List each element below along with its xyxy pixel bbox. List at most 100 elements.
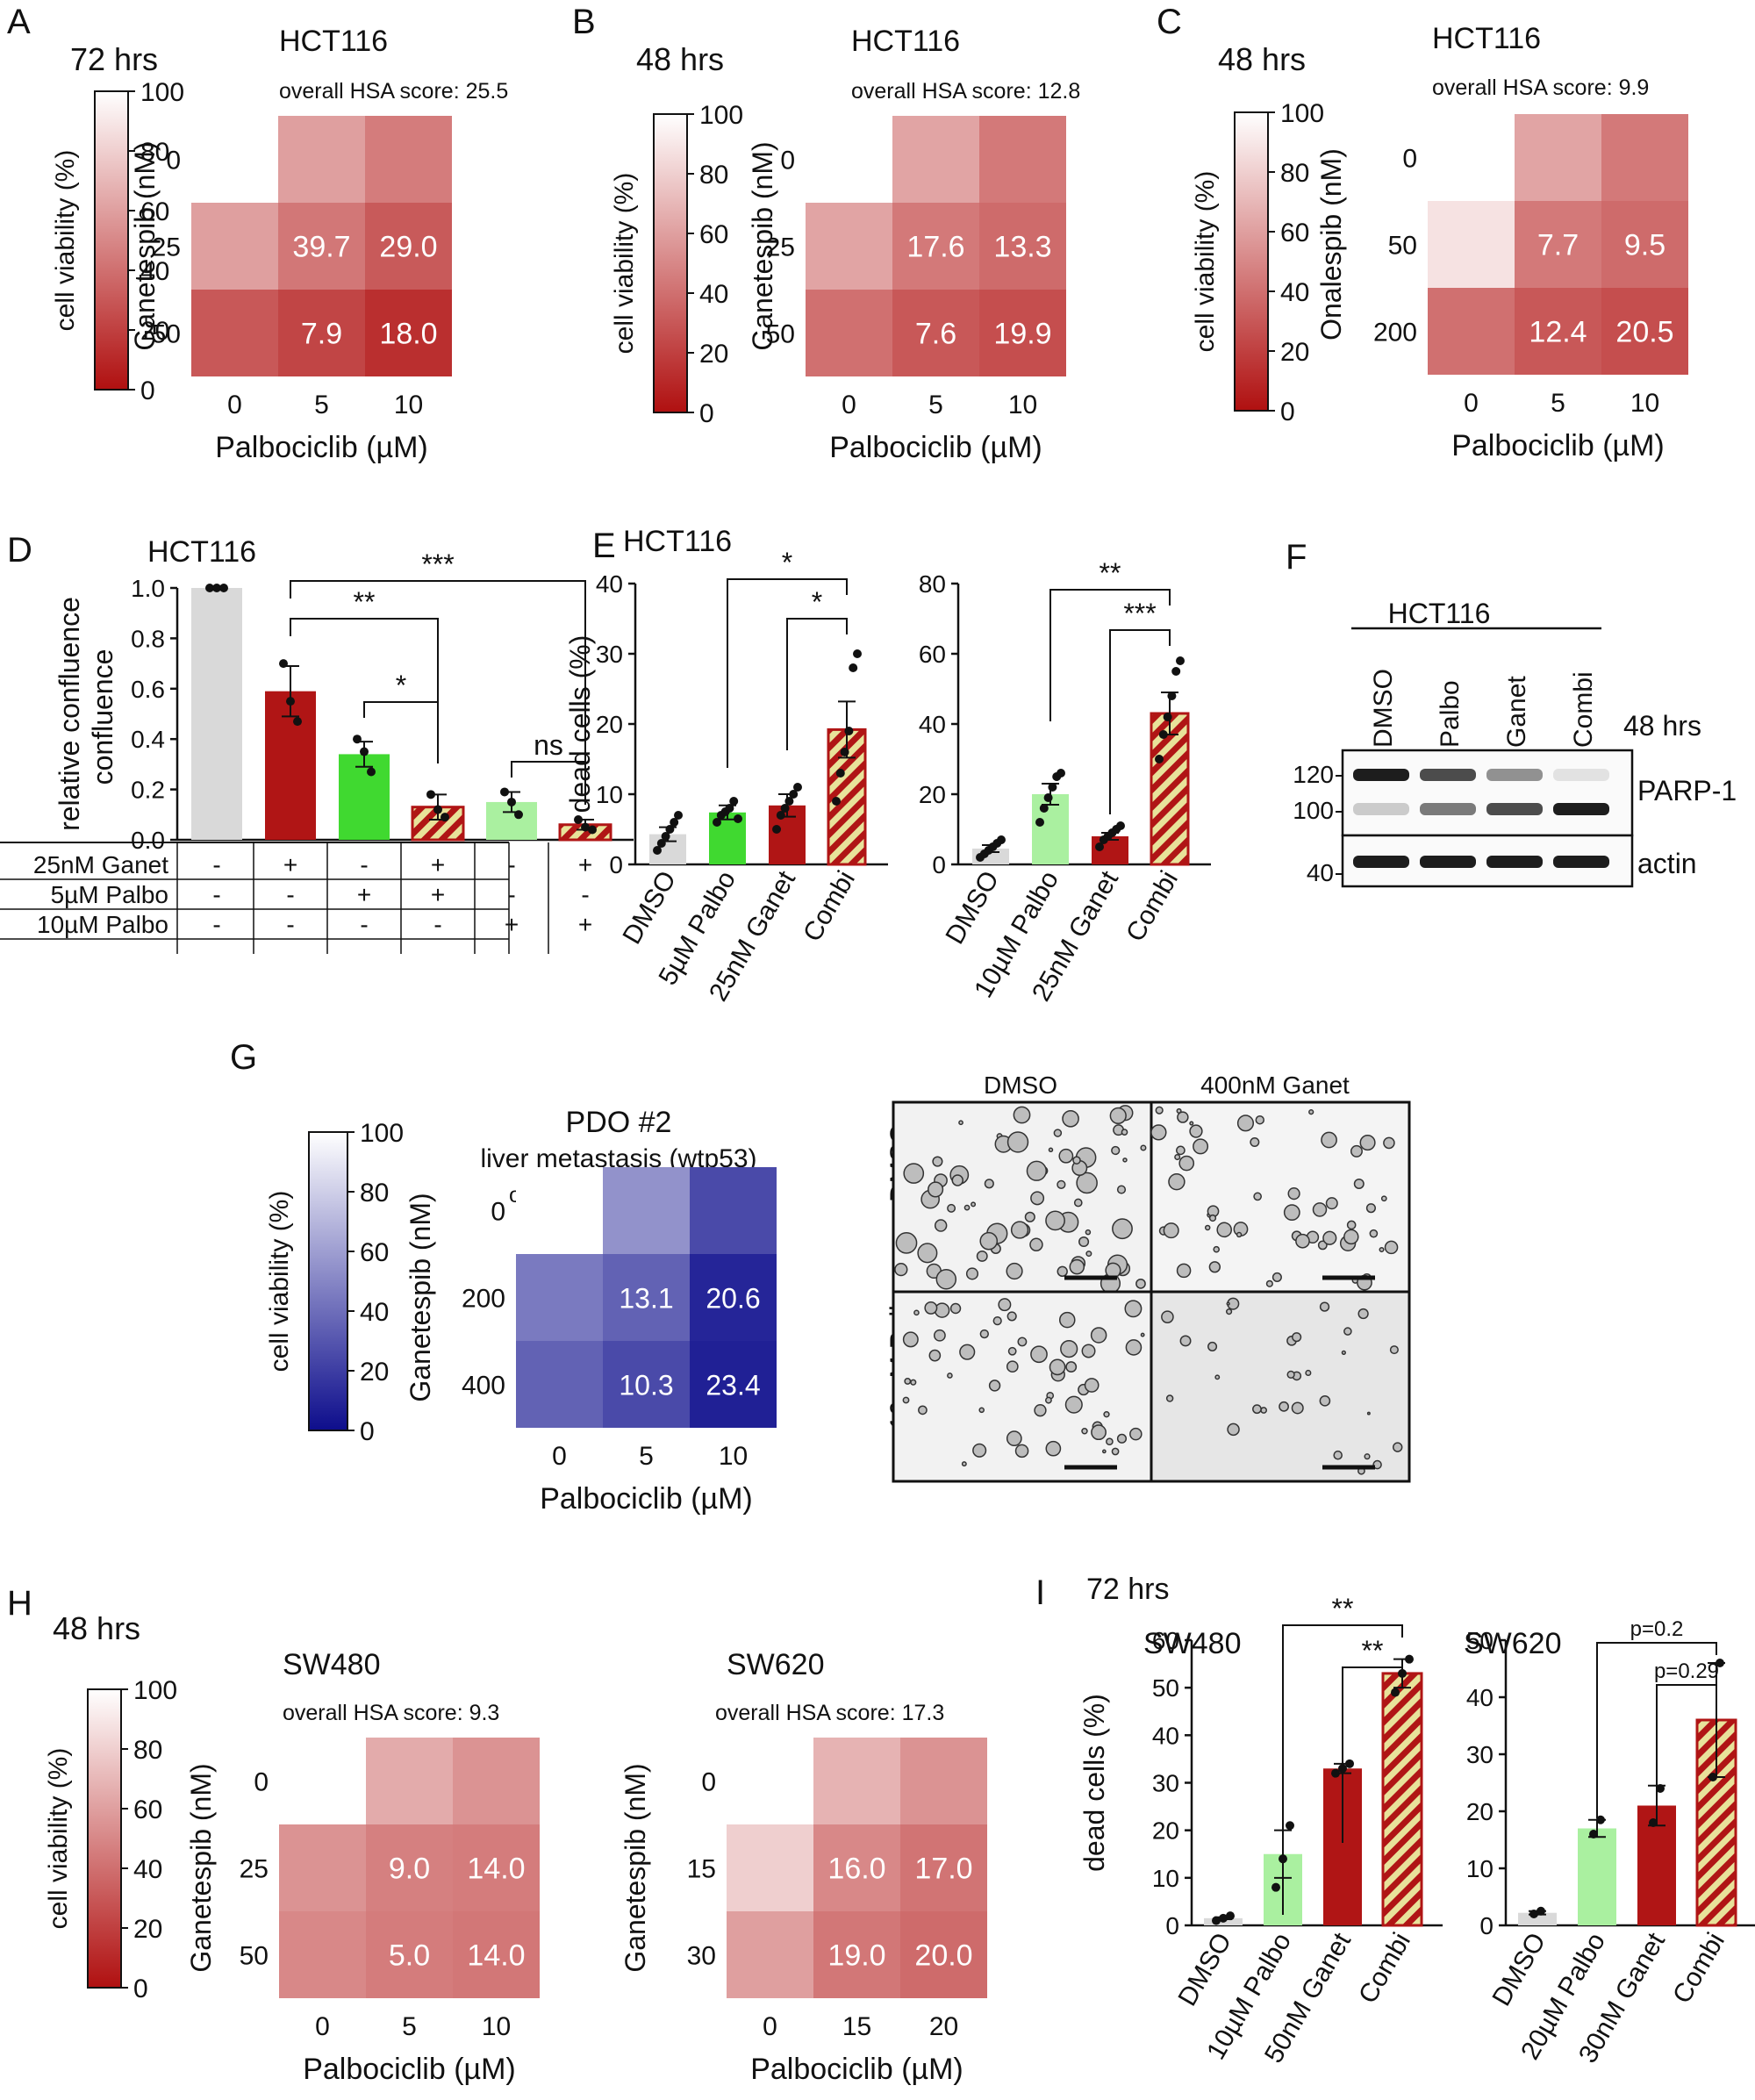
data-point: [1163, 713, 1172, 721]
heatmap-cell: [806, 116, 892, 203]
heatmap-cell: [727, 1911, 813, 1998]
colorbar: [1234, 111, 1269, 412]
organoid: [1384, 1240, 1399, 1255]
blot-lane-label: Ganet: [1502, 676, 1531, 748]
panel-letter-g: G: [230, 1038, 257, 1077]
heatmap-cell: [690, 1167, 777, 1254]
heatmap-cell: [900, 1824, 987, 1911]
organoid: [1177, 1111, 1189, 1123]
organoid: [1062, 1109, 1079, 1128]
heatmap-row-label: 25: [766, 233, 795, 262]
y-tick-label: 20: [1466, 1798, 1494, 1825]
parp-blot-frame: [1341, 749, 1634, 837]
heatmap-y-axis-label: Onalespib (nM): [1315, 148, 1347, 340]
data-point: [441, 813, 449, 822]
data-point: [1039, 804, 1049, 813]
charts-layer: 72 hrs 100 80 60 40 20 0 cell viability (%) HCT1…: [0, 22, 1755, 2086]
heatmap-value: 19.0: [827, 1939, 885, 1973]
organoid: [1026, 1160, 1047, 1181]
organoid: [1389, 1345, 1399, 1355]
organoid: [1081, 1344, 1096, 1358]
organoid: [918, 1405, 928, 1416]
data-point: [853, 649, 862, 658]
organoid: [1319, 1395, 1331, 1407]
colorbar-label: cell viability (%): [44, 1748, 73, 1930]
organoid: [933, 1329, 946, 1342]
organoid: [1353, 1178, 1365, 1189]
organoid: [1204, 1224, 1211, 1231]
y-tick-label: 20: [919, 781, 946, 808]
organoid: [1372, 1459, 1382, 1470]
organoid: [902, 1331, 919, 1348]
heatmap-col-label: 10: [1630, 389, 1659, 418]
heatmap-value: 17.6: [906, 231, 964, 264]
heatmap-cell: [366, 1911, 453, 1998]
heatmap-cell: [1601, 201, 1688, 288]
colorbar-tick-label: 100: [699, 101, 743, 130]
panel-letter-h: H: [7, 1584, 32, 1623]
organoid: [1048, 1147, 1054, 1153]
y-tick-label: 10: [1466, 1855, 1494, 1882]
colorbar-tick-label: 100: [133, 1676, 177, 1705]
organoid: [1006, 1131, 1029, 1153]
category-label: Combi: [1667, 1928, 1730, 2009]
sig-bracket-icon: [363, 701, 439, 763]
data-point: [997, 835, 1006, 844]
sig-bracket-icon: [1282, 1624, 1403, 1915]
heatmap-cell: [366, 1824, 453, 1911]
heatmap-cell: [365, 203, 452, 290]
time-label: 48 hrs: [53, 1610, 140, 1646]
organoid: [1058, 1311, 1076, 1329]
heatmap-value: 19.9: [993, 318, 1051, 351]
organoid: [1253, 1192, 1263, 1201]
time-label: 48 hrs: [636, 41, 724, 77]
y-tick-label: 40: [919, 711, 946, 738]
organoid: [1053, 1129, 1063, 1137]
data-point: [1176, 656, 1185, 665]
organoid: [1150, 1124, 1167, 1141]
heatmap-col-label: 5: [402, 2012, 417, 2041]
data-point: [653, 846, 662, 855]
heatmap-y-axis-label: Ganetespib (nM): [185, 1763, 217, 1972]
category-label: Combi: [1121, 866, 1184, 947]
data-point: [1656, 1784, 1665, 1793]
heatmap-cell: [1515, 114, 1601, 201]
sig-label: **: [354, 586, 376, 618]
colorbar-tick-label: 0: [360, 1417, 375, 1446]
organoid: [1286, 1370, 1295, 1380]
data-point: [1212, 1916, 1221, 1925]
heatmap-title: HCT116: [279, 25, 388, 58]
organoid: [1357, 1308, 1369, 1320]
heatmap-row-label: 50: [1388, 232, 1417, 261]
colorbar-label: cell viability (%): [51, 150, 80, 332]
time-label: 72 hrs: [1086, 1573, 1170, 1606]
data-point: [772, 825, 781, 834]
y-tick-label: 80: [919, 570, 946, 598]
data-point: [832, 797, 841, 806]
organoid: [1014, 1444, 1029, 1459]
parp-cleaved-band: [1553, 803, 1609, 815]
colorbar-tick-label: 60: [699, 220, 728, 249]
y-tick-label: 40: [1466, 1684, 1494, 1711]
colorbar-tick-label: 40: [360, 1298, 389, 1327]
heatmap-cell: [365, 116, 452, 203]
heatmap-value: 20.6: [706, 1283, 760, 1315]
organoid: [1213, 1245, 1221, 1253]
colorbar-label: cell viability (%): [610, 173, 639, 355]
heatmap-cell: [603, 1167, 690, 1254]
organoid: [934, 1219, 948, 1232]
design-cell: +: [578, 911, 592, 938]
organoid: [894, 1262, 908, 1277]
data-point: [840, 748, 849, 756]
y-tick-label: 20: [596, 711, 623, 738]
category-label: Combi: [798, 866, 861, 947]
organoid: [1265, 1279, 1273, 1287]
heatmap-col-label: 5: [639, 1442, 654, 1471]
heatmap-cell: [453, 1824, 540, 1911]
heatmap-col-label: 20: [929, 2012, 958, 2041]
organoid: [1073, 1198, 1083, 1208]
organoid: [1116, 1185, 1127, 1194]
